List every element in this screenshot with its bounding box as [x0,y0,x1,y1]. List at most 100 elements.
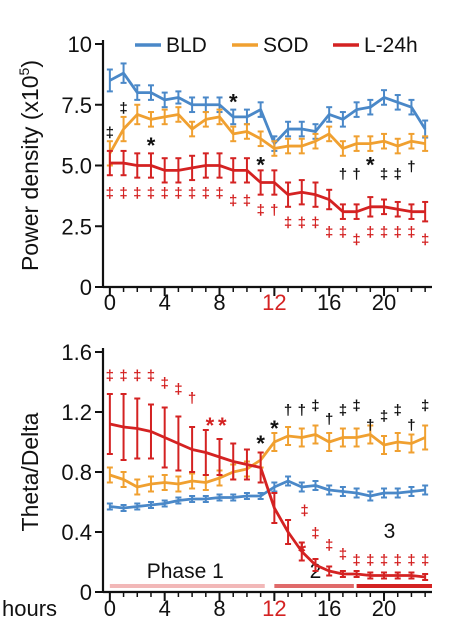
legend-label: BLD [166,34,207,57]
significance-marker: ‡ [325,537,333,554]
significance-marker: ‡ [366,224,374,241]
significance-marker: ‡ [380,408,388,425]
phase-label: Phase 1 [147,560,224,583]
significance-marker: ‡ [380,552,388,569]
significance-marker: ‡ [243,193,251,210]
x-tick-label: 8 [213,596,225,621]
series-line [108,113,426,155]
significance-marker: ‡ [339,546,347,563]
significance-marker: ‡ [421,552,429,569]
significance-marker: ‡ [300,503,308,520]
significance-marker: ‡ [339,402,347,419]
significance-marker: ‡ [394,402,402,419]
significance-marker: † [298,402,306,419]
y-axis-label-text: Theta/Delta [17,412,43,531]
x-tick-label: 4 [159,596,171,621]
legend-label: SOD [263,34,309,57]
significance-marker: ‡ [394,166,402,183]
significance-marker: † [366,417,374,434]
significance-marker: ‡ [229,193,237,210]
significance-marker: ‡ [366,552,374,569]
y-tick-label: 1.2 [61,400,92,425]
series-line [109,433,426,489]
significance-marker: † [352,166,360,183]
y-tick-label: 1.6 [61,340,92,365]
y-tick-label: 0.4 [61,520,92,545]
significance-marker: ‡ [421,398,429,415]
significance-marker: ‡ [106,124,114,141]
significance-marker: † [407,159,415,176]
x-tick-label: 4 [159,290,171,315]
significance-marker: ‡ [407,552,415,569]
x-axis-label: hours [2,596,57,621]
significance-marker: * [256,431,265,456]
y-axis-label-close: ) [17,60,43,68]
x-tick-label: 8 [213,290,225,315]
significance-marker: ‡ [380,166,388,183]
series-sod [106,103,429,167]
significance-marker: * [229,89,238,114]
significance-marker: † [339,166,347,183]
significance-marker: ‡ [298,214,306,231]
y-tick-label: 0 [80,580,92,605]
x-tick-label: 0 [104,290,116,315]
significance-marker: ‡ [188,185,196,202]
significance-marker: ‡ [119,185,127,202]
significance-marker: ‡ [352,231,360,248]
significance-marker: ‡ [284,214,292,231]
y-axis-label: Theta/Delta [17,412,43,531]
significance-marker: ‡ [311,525,319,542]
significance-marker: ‡ [421,231,429,248]
series-bld [106,475,429,512]
y-tick-label: 0.8 [61,460,92,485]
significance-marker: ‡ [352,398,360,415]
significance-marker: † [325,411,333,428]
significance-marker: ‡ [407,224,415,241]
significance-marker: † [188,390,196,407]
y-axis-label-superscript: 5 [16,67,32,75]
significance-marker: ‡ [106,368,114,385]
significance-marker: * [256,153,265,178]
y-axis-label-text: Power density (x10 [17,75,43,271]
significance-marker: ‡ [174,381,182,398]
significance-marker: ‡ [202,185,210,202]
series-l-24h [106,149,429,223]
significance-marker: ‡ [215,185,223,202]
significance-marker: ‡ [133,185,141,202]
significance-marker: ‡ [339,224,347,241]
series-l-24h [106,393,429,581]
x-tick-label: 20 [372,290,396,315]
significance-marker: * [270,416,279,441]
significance-marker: † [407,417,415,434]
legend: BLD SOD L-24h [135,34,418,57]
x-tick-label: 16 [317,290,341,315]
significance-marker: ‡ [119,100,127,117]
significance-marker: † [284,402,292,419]
y-tick-label: 5.0 [61,154,92,179]
significance-marker: ‡ [133,368,141,385]
significance-marker: * [366,153,375,178]
significance-marker: ‡ [161,375,169,392]
y-tick-label: 10 [68,32,92,57]
panel-2: 0 0.4 0.8 1.2 1.6 0 4 8 12 16 20 Theta/Delta hours Ph… [2,340,432,621]
significance-marker: ‡ [311,398,319,415]
x-tick-label: 12 [262,290,286,315]
x-tick-label: 16 [317,596,341,621]
significance-marker: * [147,133,156,158]
y-axis-label: Power density (x105) [16,60,43,271]
significance-marker: ‡ [106,185,114,202]
significance-marker: * [206,413,215,438]
panel-1: 0 2.5 5.0 7.5 10 0 4 8 12 16 20 Power density (x105… [16,32,432,315]
significance-marker: ‡ [256,202,264,219]
significance-marker: ‡ [161,185,169,202]
y-tick-label: 0 [80,275,92,300]
legend-label: L-24h [364,34,418,57]
significance-marker: ‡ [352,552,360,569]
significance-marker: ‡ [174,185,182,202]
significance-marker: ‡ [325,224,333,241]
phase-label: 3 [384,520,396,543]
significance-marker: ‡ [380,224,388,241]
significance-marker: ‡ [311,214,319,231]
significance-marker: ‡ [119,368,127,385]
